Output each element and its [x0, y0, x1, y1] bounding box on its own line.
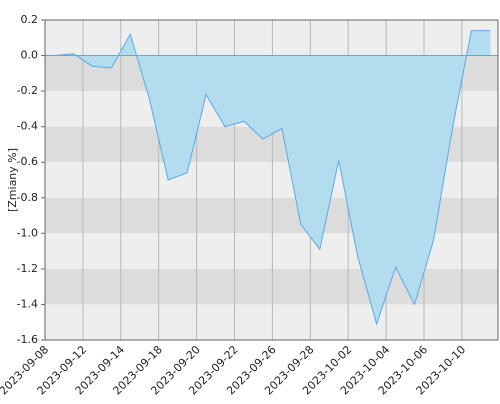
- y-tick-label: -1.4: [17, 297, 38, 310]
- line: [54, 30, 491, 326]
- y-axis-label: [Zmiany %]: [6, 148, 19, 212]
- y-tick-label: -0.8: [17, 191, 38, 204]
- band: [45, 268, 498, 305]
- y-tick-label: 0.2: [21, 13, 39, 26]
- y-tick-label: -1.6: [17, 333, 38, 346]
- y-tick-label: -0.6: [17, 155, 38, 168]
- y-tick-label: 0.0: [21, 49, 39, 62]
- area: [54, 30, 491, 325]
- band: [45, 304, 498, 340]
- y-tick-label: -1.2: [17, 262, 38, 275]
- band: [45, 20, 498, 56]
- y-tick-label: -1.0: [17, 226, 38, 239]
- y-tick-label: -0.4: [17, 120, 38, 133]
- plot-frame: [44, 19, 499, 341]
- y-tick-label: -0.2: [17, 84, 38, 97]
